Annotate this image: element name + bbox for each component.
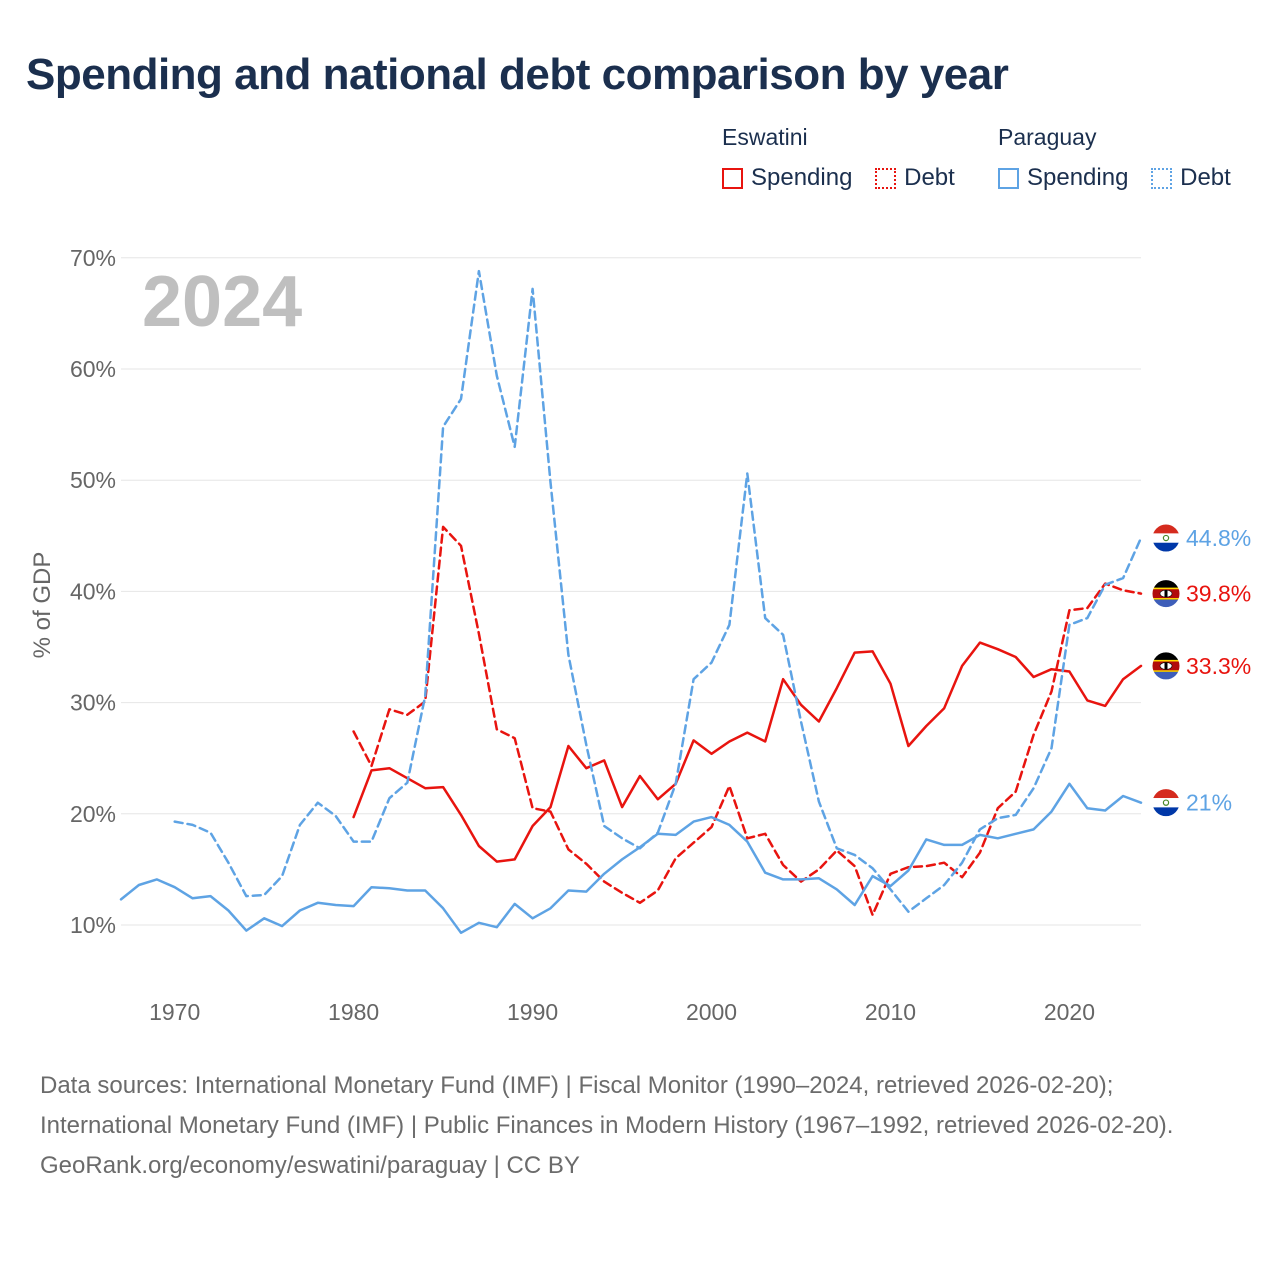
y-tick-label: 50% <box>70 467 116 493</box>
y-tick-label: 20% <box>70 801 116 827</box>
chart-area: 2024 % of GDP 10% 20% 30% 40% 50% 60% 70% 1970 1… <box>0 230 1280 1050</box>
y-tick-label: 40% <box>70 578 116 604</box>
paraguay-flag-icon <box>1151 788 1181 818</box>
line-chart: 2024 % of GDP 10%20%30%40%50%60%70%1970 1… <box>29 245 1251 1025</box>
eswatini-flag-icon <box>1151 579 1181 609</box>
legend-item-eswatini-debt[interactable]: Debt <box>875 164 955 192</box>
end-value-label: 39.8% <box>1186 581 1251 607</box>
series-line-paraguay-debt[interactable] <box>173 269 1143 913</box>
legend-country-eswatini: Eswatini <box>722 124 808 150</box>
legend: Eswatini Spending Debt Paraguay Spending… <box>720 124 1260 204</box>
legend-items-eswatini: Spending Debt <box>722 164 971 196</box>
x-tick-label: 2010 <box>865 999 916 1025</box>
legend-swatch-dotted-icon <box>1151 167 1173 189</box>
x-tick-label: 1970 <box>149 999 200 1025</box>
y-axis-label: % of GDP <box>29 552 56 659</box>
series-line-eswatini-debt[interactable] <box>352 525 1143 917</box>
paraguay-flag-icon <box>1151 523 1181 553</box>
page-title: Spending and national debt comparison by… <box>26 50 1009 99</box>
legend-swatch-solid-icon <box>722 167 743 189</box>
legend-item-paraguay-debt[interactable]: Debt <box>1151 164 1231 192</box>
axis-ticks: 10% 20% 30% 40% 50% 60% 70% 1970 1980 1990 2000 201… <box>70 245 1095 1025</box>
x-tick-label: 1990 <box>507 999 558 1025</box>
x-tick-label: 1980 <box>328 999 379 1025</box>
eswatini-flag-icon <box>1151 651 1181 681</box>
data-sources: Data sources: International Monetary Fun… <box>40 1072 1174 1139</box>
end-value-label: 33.3% <box>1186 653 1251 679</box>
legend-label: Debt <box>1180 164 1231 191</box>
legend-swatch-dotted-icon <box>875 167 897 189</box>
end-value-label: 21% <box>1186 790 1232 816</box>
x-tick-label: 2020 <box>1044 999 1095 1025</box>
y-tick-label: 70% <box>70 245 116 271</box>
attribution: GeoRank.org/economy/eswatini/paraguay | … <box>40 1152 580 1179</box>
end-labels: 33.3% 39.8% 21% 44.8% <box>1151 523 1251 818</box>
legend-group-eswatini: Eswatini Spending Debt <box>722 124 955 191</box>
legend-swatch-solid-icon <box>998 167 1019 189</box>
legend-label: Spending <box>1027 164 1129 191</box>
legend-item-eswatini-spending[interactable]: Spending <box>722 164 852 192</box>
x-tick-label: 2000 <box>686 999 737 1025</box>
year-badge: 2024 <box>142 262 302 342</box>
legend-country-paraguay: Paraguay <box>998 124 1097 150</box>
series <box>119 269 1143 935</box>
y-tick-label: 10% <box>70 912 116 938</box>
legend-items-paraguay: Spending Debt <box>998 164 1247 196</box>
legend-label: Debt <box>904 164 955 191</box>
y-tick-label: 30% <box>70 690 116 716</box>
y-tick-label: 60% <box>70 356 116 382</box>
legend-group-paraguay: Paraguay Spending Debt <box>998 124 1231 191</box>
series-line-eswatini-spending[interactable] <box>352 641 1143 863</box>
footer: Data sources: International Monetary Fun… <box>40 1066 1240 1186</box>
legend-label: Spending <box>751 164 853 191</box>
legend-item-paraguay-spending[interactable]: Spending <box>998 164 1128 192</box>
series-line-paraguay-spending[interactable] <box>119 782 1143 935</box>
gridlines <box>121 257 1141 926</box>
end-value-label: 44.8% <box>1186 525 1251 551</box>
